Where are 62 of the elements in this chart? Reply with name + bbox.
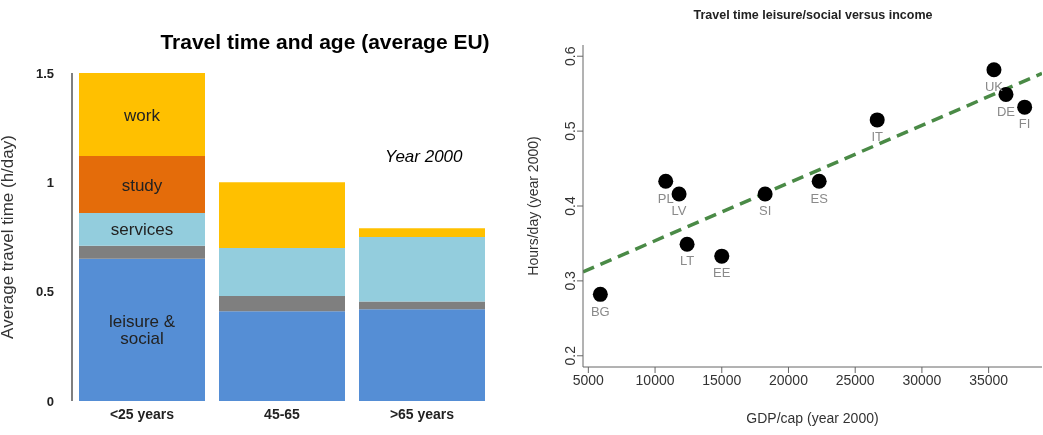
y-tick-label: 0.5 bbox=[35, 284, 54, 300]
bar bbox=[219, 311, 345, 401]
x-tick-label: 30000 bbox=[902, 371, 942, 388]
bar bbox=[219, 296, 345, 312]
bar bbox=[359, 301, 485, 310]
annotation: SI bbox=[758, 203, 772, 219]
point bbox=[869, 112, 885, 128]
x-tick-label: <25 years bbox=[109, 405, 175, 422]
series-label: leisure & social bbox=[108, 312, 176, 349]
bar bbox=[79, 212, 205, 246]
y-tick-label: 0.4 bbox=[562, 196, 578, 216]
x-tick-label: 25000 bbox=[835, 371, 875, 388]
bar bbox=[359, 228, 485, 237]
point bbox=[1017, 99, 1033, 115]
bar bbox=[219, 247, 345, 297]
annotation: UK bbox=[984, 78, 1004, 94]
y-tick-label: 1.5 bbox=[35, 65, 54, 81]
bar bbox=[79, 73, 205, 157]
bar bbox=[219, 182, 345, 248]
x-tick-label: 20000 bbox=[769, 371, 809, 388]
y-tick-label: 0.2 bbox=[562, 345, 578, 366]
annotation: Year 2000 bbox=[385, 147, 463, 167]
annotation: IT bbox=[871, 129, 884, 145]
annotation: BG bbox=[590, 303, 610, 319]
bar bbox=[359, 309, 485, 401]
series-label: services bbox=[110, 220, 174, 240]
y-axis-title: Average travel time (h/day) bbox=[0, 135, 18, 339]
annotation: DE bbox=[996, 103, 1016, 119]
bar bbox=[79, 156, 205, 213]
point bbox=[986, 62, 1002, 78]
bar bbox=[359, 237, 485, 302]
y-tick-label: 0 bbox=[46, 393, 54, 409]
x-tick-label: 15000 bbox=[702, 371, 742, 388]
y-tick-label: 0.6 bbox=[562, 46, 578, 66]
y-tick-label: 0.3 bbox=[562, 270, 578, 291]
series-label: work bbox=[123, 105, 161, 125]
x-tick-label: 35000 bbox=[969, 371, 1009, 388]
x-tick-label: >65 years bbox=[389, 405, 455, 422]
annotation: LT bbox=[679, 253, 695, 269]
chart-title: Travel time and age (average EU) bbox=[159, 30, 491, 54]
point bbox=[658, 173, 674, 189]
y-tick-label: 0.5 bbox=[562, 121, 578, 141]
y-tick-label: 1 bbox=[46, 174, 54, 190]
annotation: FI bbox=[1018, 116, 1031, 132]
annotation: EE bbox=[713, 265, 731, 281]
x-tick-label: 45-65 bbox=[264, 405, 301, 422]
x-tick-label: 10000 bbox=[635, 371, 675, 388]
bar bbox=[79, 245, 205, 259]
x-axis-title: GDP/cap (year 2000) bbox=[746, 410, 879, 426]
annotation: PL bbox=[657, 190, 674, 206]
point bbox=[592, 286, 608, 302]
point bbox=[757, 186, 773, 202]
annotation: ES bbox=[810, 190, 829, 206]
annotation: LV bbox=[671, 203, 687, 219]
x-tick-label: 5000 bbox=[572, 371, 605, 388]
point bbox=[811, 173, 827, 189]
point bbox=[714, 248, 730, 264]
bar bbox=[79, 258, 205, 401]
chart-title: Travel time leisure/social versus income bbox=[692, 8, 934, 22]
point bbox=[679, 236, 695, 252]
series-label: study bbox=[121, 175, 163, 195]
y-axis-title: Hours/day (year 2000) bbox=[524, 136, 541, 276]
